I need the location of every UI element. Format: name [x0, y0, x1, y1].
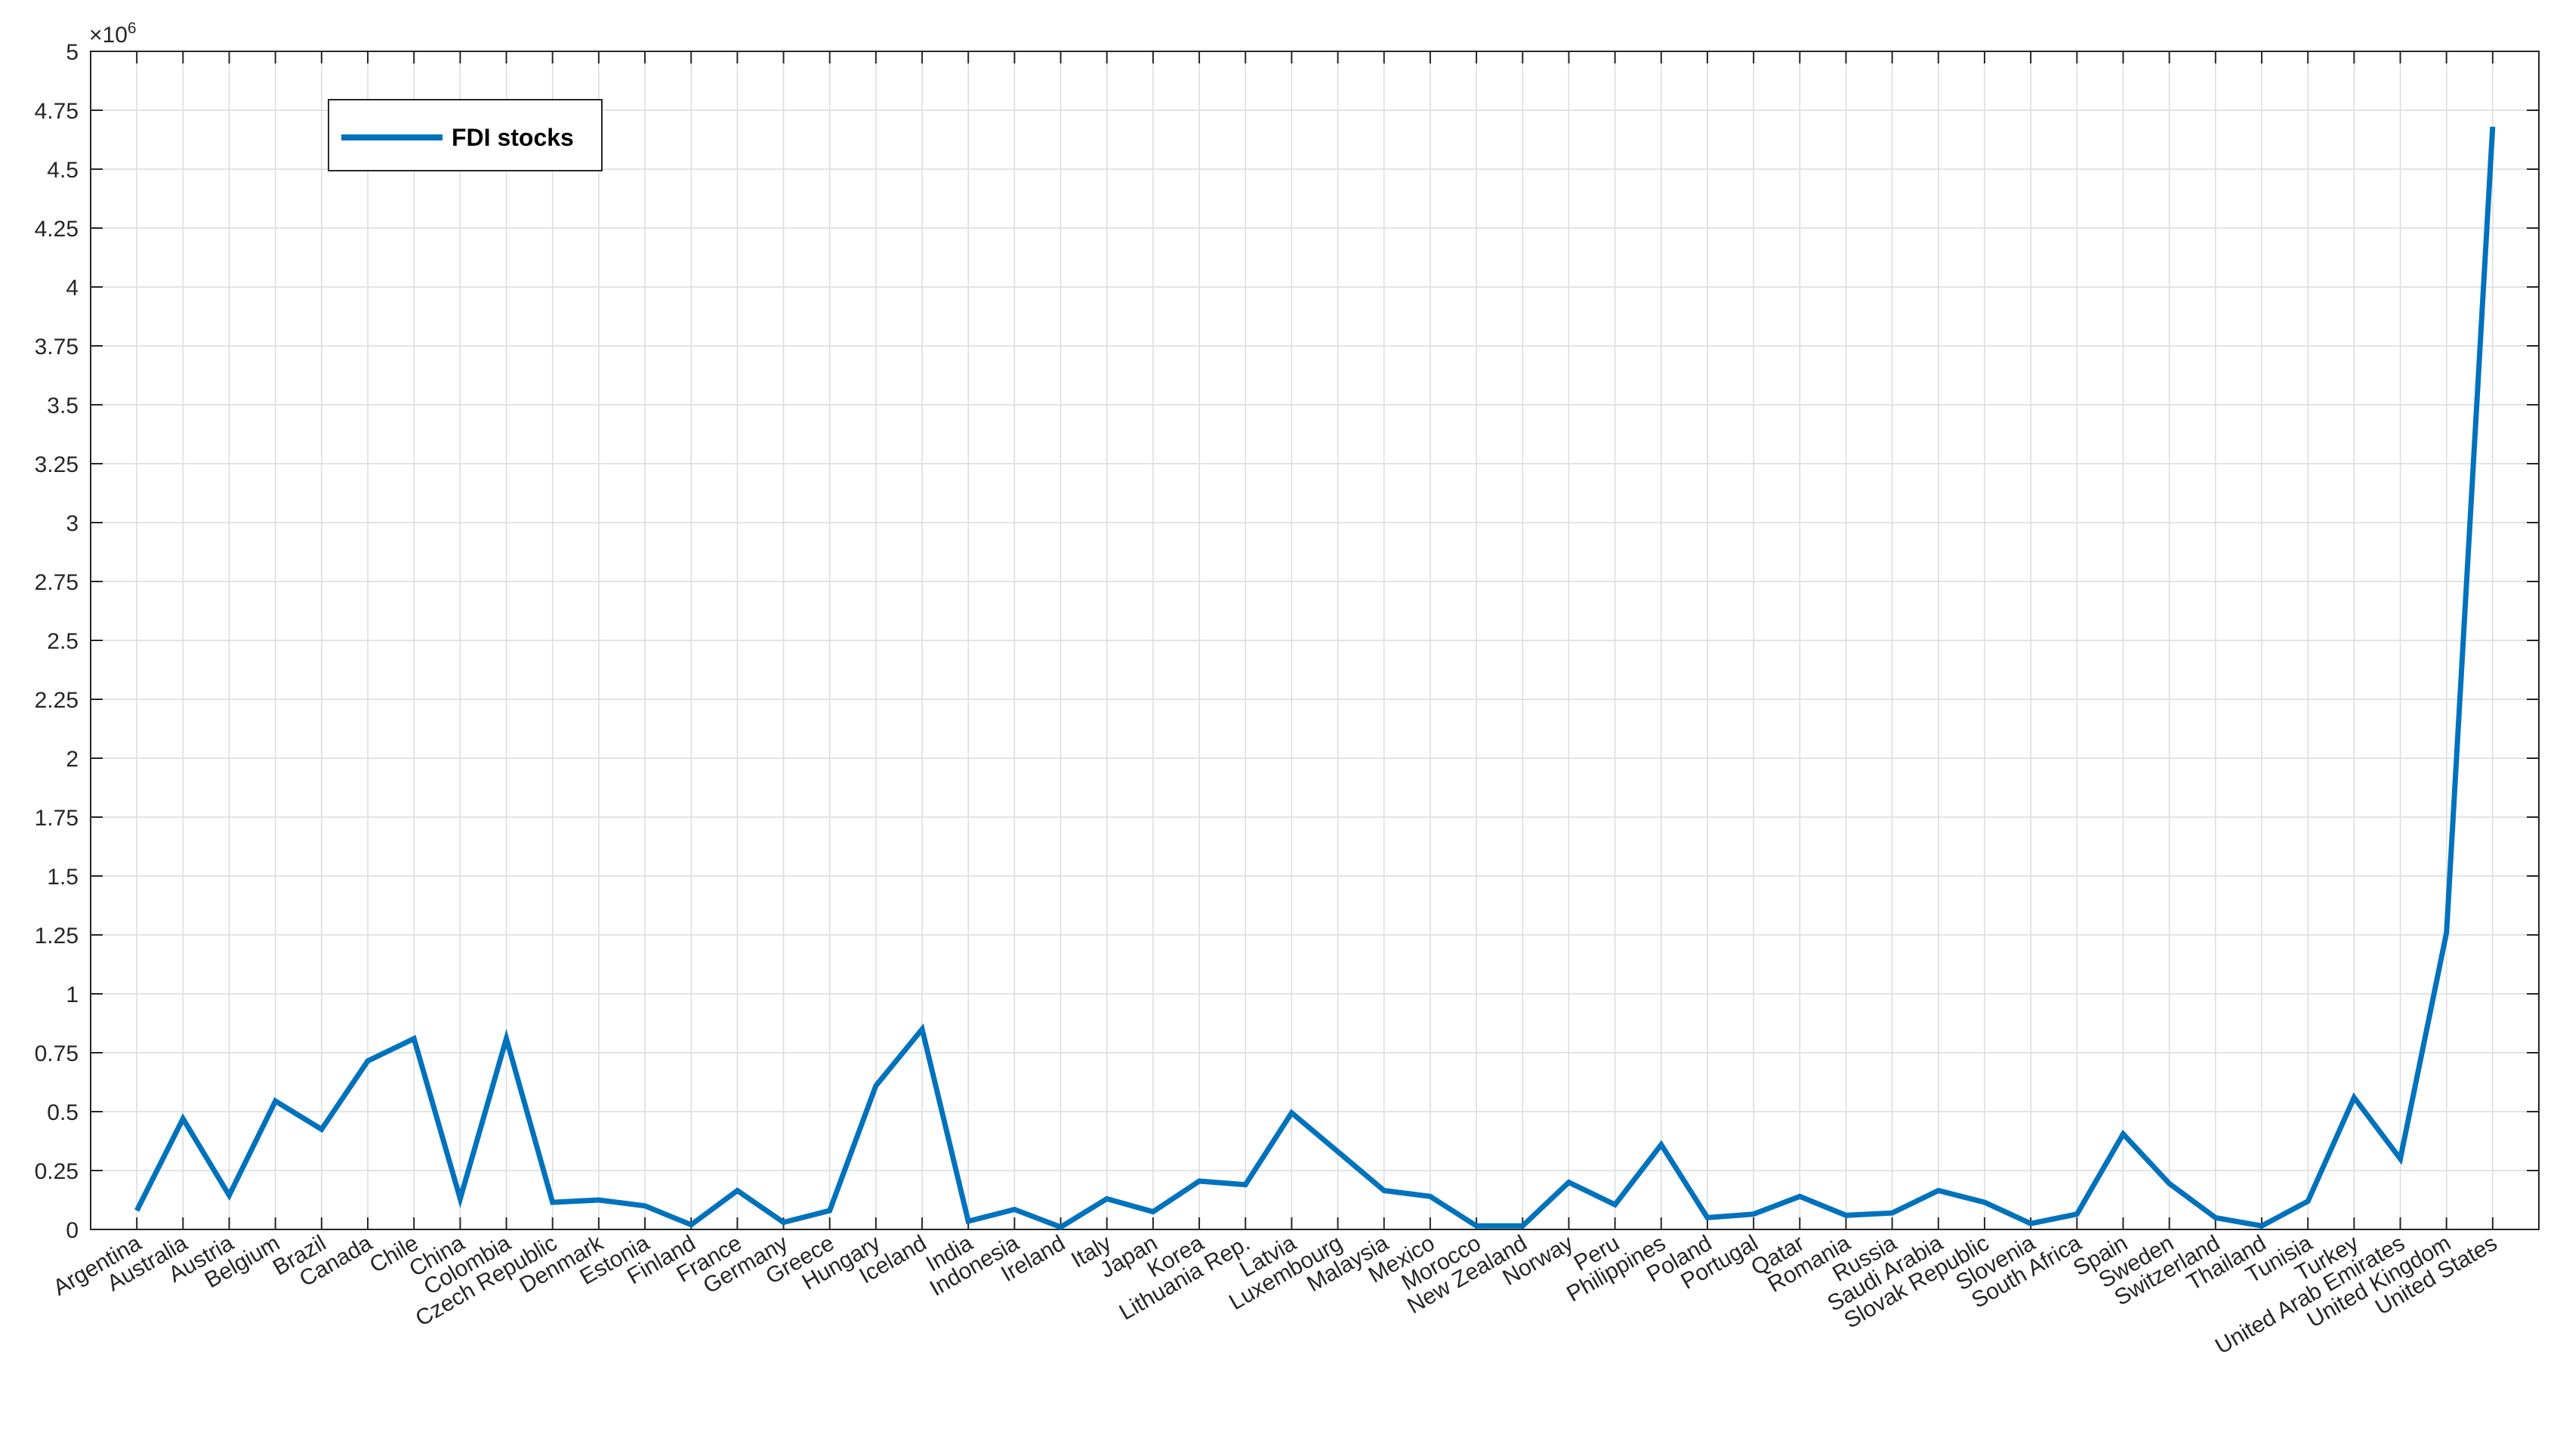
y-tick-label: 0.25 [35, 1159, 79, 1184]
y-tick-label: 4.5 [47, 158, 79, 183]
legend-label: FDI stocks [452, 124, 574, 151]
y-axis-multiplier-exponent: 6 [128, 20, 137, 37]
y-tick-label: 2.5 [47, 629, 79, 654]
grid [91, 51, 2539, 1229]
y-tick-label: 4 [66, 276, 79, 301]
y-tick-label: 0.5 [47, 1100, 79, 1125]
y-tick-label: 2.75 [35, 570, 79, 595]
y-tick-label: 0.75 [35, 1041, 79, 1066]
y-tick-label: 1.75 [35, 806, 79, 831]
y-tick-label: 4.25 [35, 217, 79, 242]
y-tick-label: 3.5 [47, 393, 79, 418]
y-tick-label: 1.5 [47, 865, 79, 890]
series-line-fdi-stocks [134, 126, 2496, 1230]
y-tick-label: 3.75 [35, 335, 79, 359]
y-tick-label: 5 [66, 40, 79, 65]
series-layer [134, 126, 2496, 1230]
y-axis-multiplier: ×106 [89, 20, 137, 48]
y-tick-label: 1.25 [35, 924, 79, 949]
y-tick-label: 3.25 [35, 452, 79, 477]
y-axis-tick-labels: 0 0.25 0.5 0.75 1 1.25 1.5 1.75 2 2.25 2.5 2.75 3 3.2… [35, 40, 79, 1243]
y-tick-label: 1 [66, 982, 79, 1007]
y-tick-label: 4.75 [35, 99, 79, 124]
y-tick-label: 3 [66, 511, 79, 536]
y-tick-label: 0 [66, 1218, 79, 1243]
y-tick-label: 2.25 [35, 688, 79, 713]
y-tick-label: 2 [66, 747, 79, 772]
legend: FDI stocks [328, 99, 603, 171]
x-axis-tick-labels: ArgentinaAustraliaAustriaBelgiumBrazilCa… [49, 1230, 2501, 1359]
